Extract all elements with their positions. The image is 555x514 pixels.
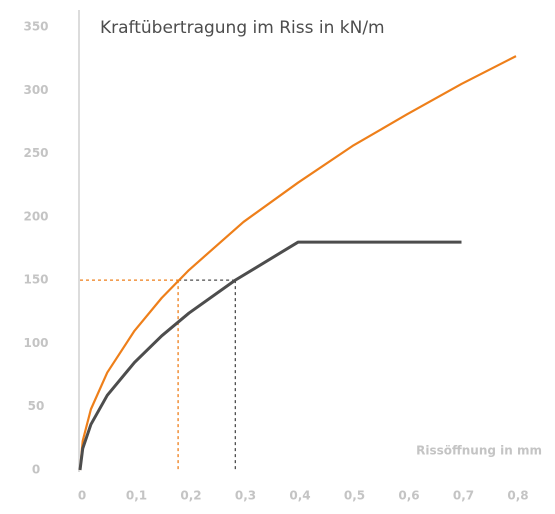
- y-tick-label: 300: [23, 83, 48, 97]
- y-tick-label: 150: [23, 273, 48, 287]
- x-tick-label: 0,5: [344, 489, 365, 503]
- x-tick-label: 0: [78, 489, 86, 503]
- x-axis-label: Rissöffnung in mm: [416, 444, 542, 458]
- x-tick-label: 0,4: [289, 489, 310, 503]
- line-series: [78, 240, 462, 471]
- y-tick-label: 100: [23, 336, 48, 350]
- y-tick-label: 0: [32, 463, 40, 477]
- line-series: [78, 55, 517, 471]
- chart-title: Kraftübertragung im Riss in kN/m: [100, 18, 385, 38]
- y-tick-label: 350: [23, 20, 48, 34]
- x-tick-label: 0,1: [126, 489, 147, 503]
- y-tick-label: 200: [23, 209, 48, 223]
- x-tick-label: 0,3: [235, 489, 256, 503]
- x-tick-label: 0,2: [180, 489, 201, 503]
- y-tick-label: 50: [28, 399, 45, 413]
- y-tick-label: 250: [23, 146, 48, 160]
- x-tick-label: 0,8: [507, 489, 528, 503]
- x-tick-label: 0,7: [453, 489, 474, 503]
- x-tick-label: 0,6: [398, 489, 419, 503]
